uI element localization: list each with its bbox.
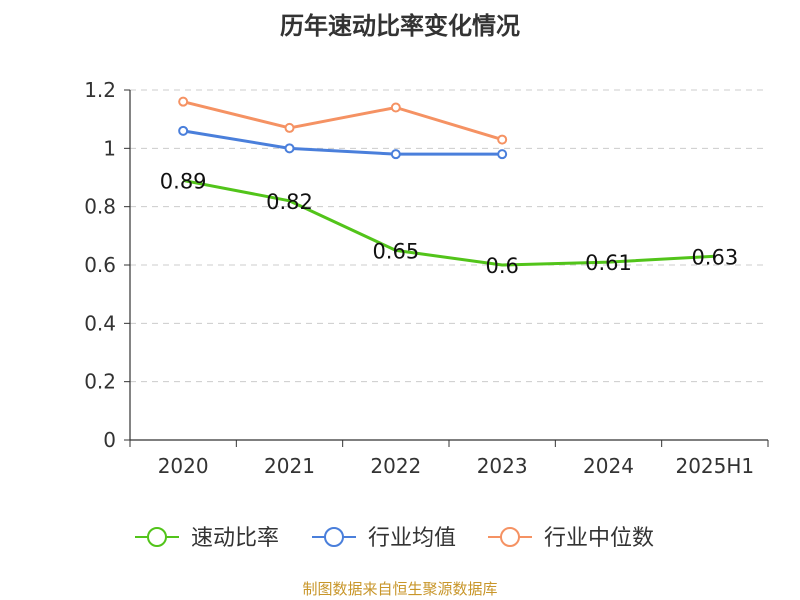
data-label: 0.89 — [160, 169, 207, 193]
series-lines — [178, 96, 715, 267]
legend-label: 速动比率 — [191, 526, 279, 551]
axes: 0 0.2 0.4 0.6 0.8 1 1.2 2020 2021 2022 2023 2024 202… — [84, 78, 769, 478]
legend-marker — [500, 527, 520, 547]
legend-marker — [147, 527, 167, 547]
data-point[interactable] — [284, 143, 295, 154]
x-tick-label: 2021 — [264, 454, 315, 478]
legend-item[interactable]: 行业中位数 — [488, 526, 654, 551]
data-labels: 0.89 0.82 0.65 0.6 0.61 0.63 — [160, 169, 738, 278]
data-label: 0.82 — [266, 190, 313, 214]
chart-title: 历年速动比率变化情况 — [280, 12, 520, 40]
legend-item[interactable]: 行业均值 — [312, 526, 456, 551]
data-label: 0.6 — [485, 254, 518, 278]
legend-label: 行业中位数 — [544, 526, 654, 551]
x-tick-label: 2022 — [370, 454, 421, 478]
y-tick-label: 1 — [103, 136, 116, 160]
data-point[interactable] — [497, 134, 508, 145]
y-tick-label: 1.2 — [84, 78, 116, 102]
data-point[interactable] — [390, 149, 401, 160]
legend-item[interactable]: 速动比率 — [135, 526, 279, 551]
x-tick-label: 2020 — [158, 454, 209, 478]
data-point[interactable] — [178, 125, 189, 136]
source-note: 制图数据来自恒生聚源数据库 — [302, 580, 498, 598]
series-line — [182, 129, 503, 156]
data-point[interactable] — [497, 149, 508, 160]
series-line — [182, 100, 503, 142]
y-tick-label: 0.8 — [84, 195, 116, 219]
x-tick-label: 2023 — [477, 454, 528, 478]
legend[interactable]: 速动比率 行业均值 行业中位数 — [135, 526, 654, 551]
data-point[interactable] — [178, 96, 189, 107]
legend-marker — [324, 527, 344, 547]
data-label: 0.63 — [691, 245, 738, 269]
x-tick-label: 2024 — [583, 454, 634, 478]
y-tick-label: 0.2 — [84, 370, 116, 394]
series-line — [182, 178, 715, 267]
y-tick-label: 0.6 — [84, 253, 116, 277]
data-point[interactable] — [284, 122, 295, 133]
x-tick-label: 2025H1 — [675, 454, 754, 478]
y-tick-label: 0.4 — [84, 311, 116, 335]
data-label: 0.61 — [585, 251, 632, 275]
y-tick-label: 0 — [103, 428, 116, 452]
data-label: 0.65 — [372, 239, 419, 263]
grid-lines — [130, 89, 768, 383]
legend-label: 行业均值 — [368, 526, 456, 551]
data-point[interactable] — [390, 102, 401, 113]
